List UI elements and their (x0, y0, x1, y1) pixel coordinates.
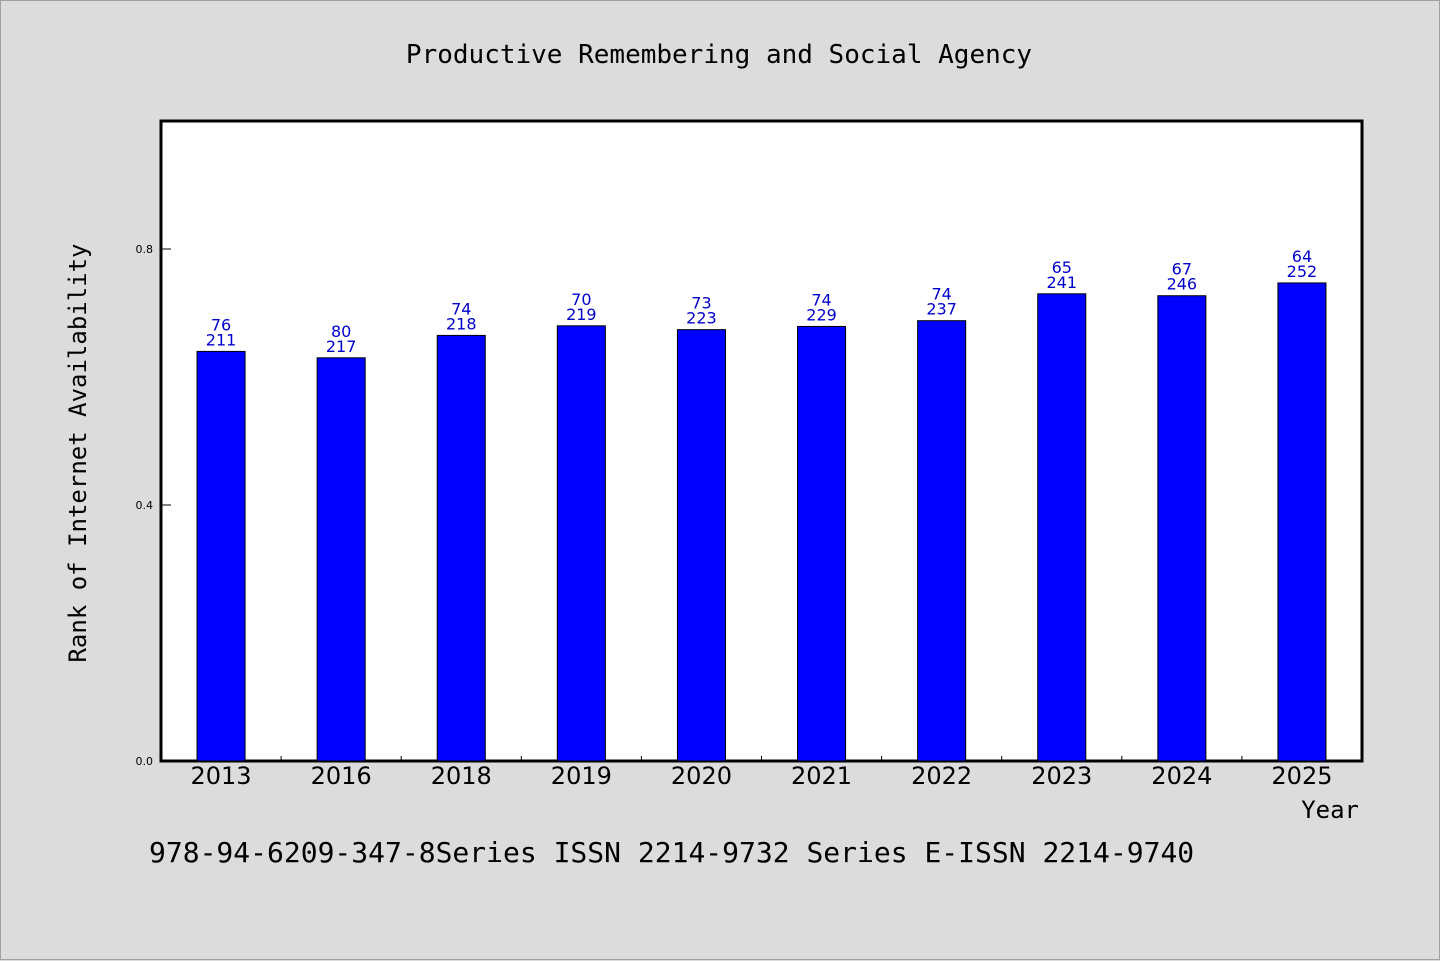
y-tick-label: 0.8 (136, 243, 154, 256)
data-label-top-2016: 80 (331, 322, 351, 341)
bar-2021 (797, 325, 847, 762)
x-tick-label-2020: 2020 (671, 762, 732, 790)
bar-2022 (917, 320, 967, 762)
data-label-top-2019: 70 (571, 290, 591, 309)
bar-2019 (556, 325, 606, 762)
y-axis-ticks: 0.0 0.4 0.8 (136, 243, 171, 768)
x-tick-label-2019: 2019 (551, 762, 612, 790)
y-tick-label: 0.4 (136, 499, 154, 512)
bar-2018 (436, 334, 486, 762)
data-label-top-2013: 76 (211, 315, 231, 334)
bar-2023 (1037, 293, 1087, 762)
x-tick-label-2025: 2025 (1271, 762, 1332, 790)
data-label-bottom-2018: 218 (446, 314, 477, 333)
data-label-top-2021: 74 (811, 290, 831, 309)
bar-2025 (1277, 282, 1327, 762)
data-label-bottom-2020: 223 (686, 309, 717, 328)
x-tick-label-2023: 2023 (1031, 762, 1092, 790)
y-tick-label: 0.0 (136, 755, 154, 768)
x-tick-label-2021: 2021 (791, 762, 852, 790)
data-label-top-2022: 74 (931, 285, 951, 304)
x-tick-label-2018: 2018 (431, 762, 492, 790)
data-label-bottom-2021: 229 (806, 305, 837, 324)
data-label-bottom-2016: 217 (326, 337, 357, 356)
data-label-bottom-2025: 252 (1287, 262, 1318, 281)
data-label-bottom-2019: 219 (566, 305, 597, 324)
bar-2020 (676, 329, 726, 762)
bar-2024 (1157, 295, 1207, 762)
x-tick-label-2024: 2024 (1151, 762, 1212, 790)
data-label-top-2018: 74 (451, 299, 471, 318)
footer-isbn-issn: 978-94-6209-347-8Series ISSN 2214-9732 S… (149, 836, 1194, 869)
x-tick-label-2022: 2022 (911, 762, 972, 790)
data-label-bottom-2023: 241 (1046, 273, 1077, 292)
y-axis-label: Rank of Internet Availability (64, 243, 92, 662)
data-label-bottom-2024: 246 (1167, 275, 1198, 294)
x-tick-label-2016: 2016 (311, 762, 372, 790)
x-tick-label-2013: 2013 (191, 762, 252, 790)
chart-title: Productive Remembering and Social Agency (406, 40, 1032, 70)
data-label-top-2023: 65 (1052, 258, 1072, 277)
data-label-top-2024: 67 (1172, 260, 1192, 279)
bar-2016 (316, 357, 366, 762)
data-label-bottom-2013: 211 (206, 330, 237, 349)
data-label-bottom-2022: 237 (926, 300, 957, 319)
data-label-top-2020: 73 (691, 294, 711, 313)
x-axis-label: Year (1301, 796, 1359, 824)
data-label-top-2025: 64 (1292, 247, 1312, 266)
x-axis-ticks: 2013 2016 2018 2019 2020 2021 2022 2023 2024 2025 (191, 756, 1332, 790)
bar-2013 (196, 350, 246, 762)
